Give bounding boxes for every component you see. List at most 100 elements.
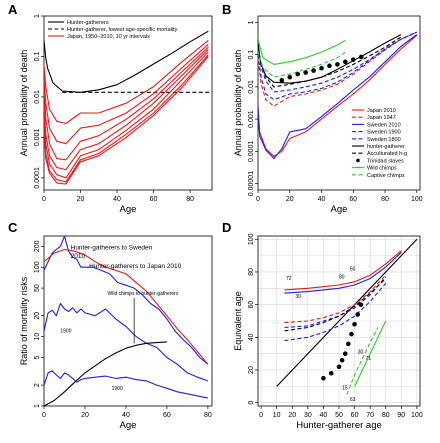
series-line-3 — [258, 31, 418, 101]
legend-label: Japan 1947 — [367, 115, 396, 121]
y-tick-label: 1 — [248, 20, 255, 24]
plot-area — [258, 31, 418, 160]
legend-label: Sweden 1800 — [367, 137, 401, 143]
series-line-7 — [258, 39, 346, 65]
data-point — [327, 63, 332, 69]
y-axis-label: Annual probability of death — [233, 50, 243, 157]
data-point — [295, 71, 301, 77]
data-point — [319, 65, 324, 71]
y-tick-label: 100 — [248, 233, 255, 245]
annotation-label: 71 — [365, 356, 371, 362]
panel-letter: D — [222, 220, 231, 235]
x-tick-label: 0 — [42, 412, 46, 419]
y-tick-label: 0.00001 — [248, 171, 255, 196]
y-tick-label: 200 — [34, 240, 41, 252]
y-axis-label: Ratio of mortality risks — [19, 276, 29, 365]
x-tick-label: 40 — [320, 412, 328, 419]
data-point — [339, 357, 345, 363]
data-point — [321, 375, 326, 381]
series-line-5 — [258, 34, 402, 84]
legend-label: Japan 2010 — [367, 108, 396, 114]
data-point — [343, 59, 348, 65]
x-tick-label: 20 — [288, 412, 296, 419]
y-axis-label: Annual probability of death — [19, 50, 29, 157]
x-tick-label: 40 — [318, 196, 326, 203]
y-tick-label: 1 — [34, 14, 41, 18]
series-line-4 — [44, 341, 167, 406]
plot-frame — [257, 15, 421, 191]
annotation-label: 1900 — [112, 386, 123, 392]
y-tick-label: 20 — [248, 366, 255, 374]
series-line-4 — [44, 46, 209, 161]
x-tick-label: 60 — [349, 196, 357, 203]
plot-area — [44, 30, 212, 185]
legend-label: Wild chimps — [367, 166, 397, 172]
annotation-label: Hunter-gatherers to Sweden — [71, 245, 153, 252]
y-axis-label: Equivalent age — [233, 291, 243, 351]
series-line-3 — [44, 43, 209, 145]
data-point — [311, 68, 316, 73]
series-line-4 — [258, 31, 418, 93]
x-tick-label: 70 — [366, 412, 374, 419]
legend-label: Sweden 1900 — [367, 130, 401, 136]
annotation-label: 30 — [295, 294, 301, 300]
y-tick-label: 0.01 — [248, 80, 255, 94]
series-line-0 — [44, 236, 209, 365]
annotation-label: 15 — [342, 386, 348, 392]
x-tick-label: 60 — [150, 196, 158, 203]
y-tick-label: 50 — [34, 284, 41, 292]
series-line-7 — [44, 54, 209, 183]
data-point — [346, 341, 351, 347]
x-tick-label: 60 — [163, 412, 171, 419]
x-axis-label: Hunter-gatherer age — [296, 420, 382, 431]
series-line-2 — [258, 31, 418, 107]
y-tick-label: 5 — [34, 355, 41, 359]
annotation-label: 80 — [339, 275, 345, 281]
data-point — [279, 78, 285, 83]
data-point — [336, 364, 342, 370]
panel-d: D 0 10 20 30 40 50 60 70 80 90 100 0 20 40 60 80 100 Hunte… — [222, 220, 423, 431]
data-point — [328, 371, 334, 376]
series-line-1 — [258, 34, 418, 160]
annotation-label: Hunter-gatherers to Japan 2010 — [89, 263, 182, 270]
x-axis-label: Age — [120, 420, 137, 431]
y-tick-label: 100 — [34, 261, 41, 273]
x-tick-label: 90 — [397, 412, 405, 419]
data-point — [335, 62, 340, 67]
data-point — [355, 312, 360, 317]
x-tick-label: 60 — [351, 412, 359, 419]
panel-a: A 0 20 40 60 80 1 0.1 0.01 0.001 0.0001 Age Annual p… — [8, 2, 213, 215]
plot-frame — [43, 15, 213, 191]
x-tick-label: 10 — [273, 412, 281, 419]
x-tick-label: 100 — [411, 196, 423, 203]
plot-frame — [43, 235, 213, 407]
annotation-label: 72 — [286, 276, 292, 282]
series-line-0 — [276, 238, 418, 387]
panel-letter: B — [222, 2, 231, 17]
x-tick-label: 30 — [304, 412, 312, 419]
panel-b: B 0 20 40 60 80 100 1 0.1 0.01 0.001 0.0001 0.00001 A… — [222, 2, 423, 215]
y-tick-label: 0.001 — [248, 110, 255, 128]
data-point — [303, 70, 308, 75]
series-line-6 — [44, 51, 209, 179]
legend-label: Acculturated h-g — [367, 151, 407, 157]
series-line-7 — [354, 320, 387, 387]
y-tick-label: 2 — [34, 383, 41, 387]
annotation-label: 63 — [350, 397, 356, 403]
panel-letter: C — [8, 220, 18, 235]
plot-area — [44, 236, 209, 406]
y-tick-label: 0.001 — [34, 129, 41, 147]
series-line-1 — [284, 251, 402, 294]
y-tick-label: 80 — [248, 268, 255, 276]
data-point — [352, 321, 357, 327]
y-tick-label: 0.1 — [248, 50, 255, 60]
series-line-5 — [44, 48, 209, 171]
data-point — [349, 331, 354, 337]
x-tick-label: 20 — [77, 196, 85, 203]
legend-label: Hunter-gatherer, lowest age-specific mor… — [67, 27, 178, 33]
annotation-label: 60 — [350, 266, 356, 272]
y-tick-label: 20 — [34, 312, 41, 320]
y-tick-label: 40 — [248, 333, 255, 341]
legend-swatch — [356, 158, 360, 163]
legend-label: Captive chimps — [367, 173, 405, 179]
